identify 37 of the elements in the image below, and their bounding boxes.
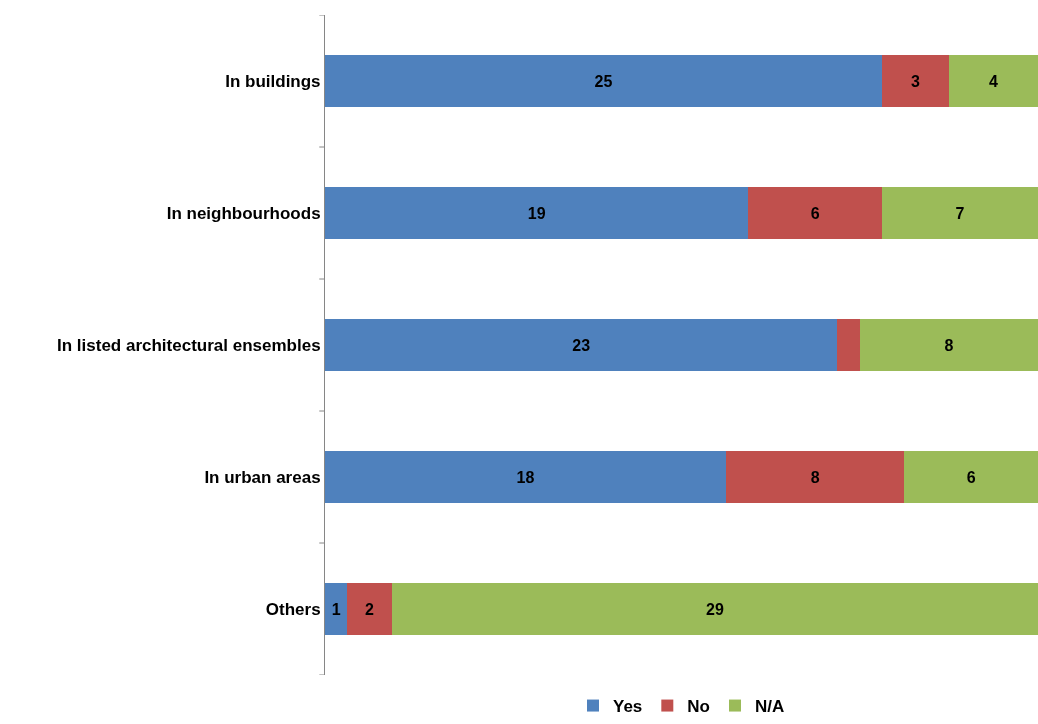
bar: [882, 54, 949, 108]
bar: [325, 318, 838, 372]
data-label: 19: [527, 204, 546, 222]
bar: [748, 186, 883, 240]
y-tick-label: In urban areas: [204, 467, 321, 487]
bar: [325, 582, 348, 636]
data-label: 2: [365, 600, 375, 618]
data-label: 6: [810, 204, 820, 222]
legend-label: N/A: [754, 697, 785, 717]
y-tick-label: In listed architectural ensembles: [56, 335, 321, 355]
bar: [325, 186, 749, 240]
bar: [837, 318, 860, 372]
data-label: 3: [910, 72, 920, 90]
data-label: 6: [966, 468, 976, 486]
bar: [904, 450, 1038, 504]
legend-label: No: [687, 697, 710, 717]
data-label: 25: [594, 72, 613, 90]
data-label: 7: [955, 204, 965, 222]
data-label: 29: [705, 600, 724, 618]
data-label: 18: [516, 468, 535, 486]
bar: [325, 54, 883, 108]
data-label: 23: [572, 336, 591, 354]
data-label: 4: [988, 72, 998, 90]
bar: [347, 582, 392, 636]
data-label: 1: [331, 600, 341, 618]
bar: [325, 450, 727, 504]
bar: [882, 186, 1038, 240]
y-tick-label: In neighbourhoods: [166, 203, 321, 223]
legend-label: Yes: [613, 697, 643, 717]
y-tick-label: In buildings: [225, 71, 321, 91]
data-label: 8: [944, 336, 954, 354]
bar: [391, 582, 1038, 636]
data-label: 8: [810, 468, 820, 486]
bar: [726, 450, 905, 504]
y-tick-label: Others: [265, 599, 321, 619]
bar: [859, 318, 1038, 372]
bar: [948, 54, 1038, 108]
